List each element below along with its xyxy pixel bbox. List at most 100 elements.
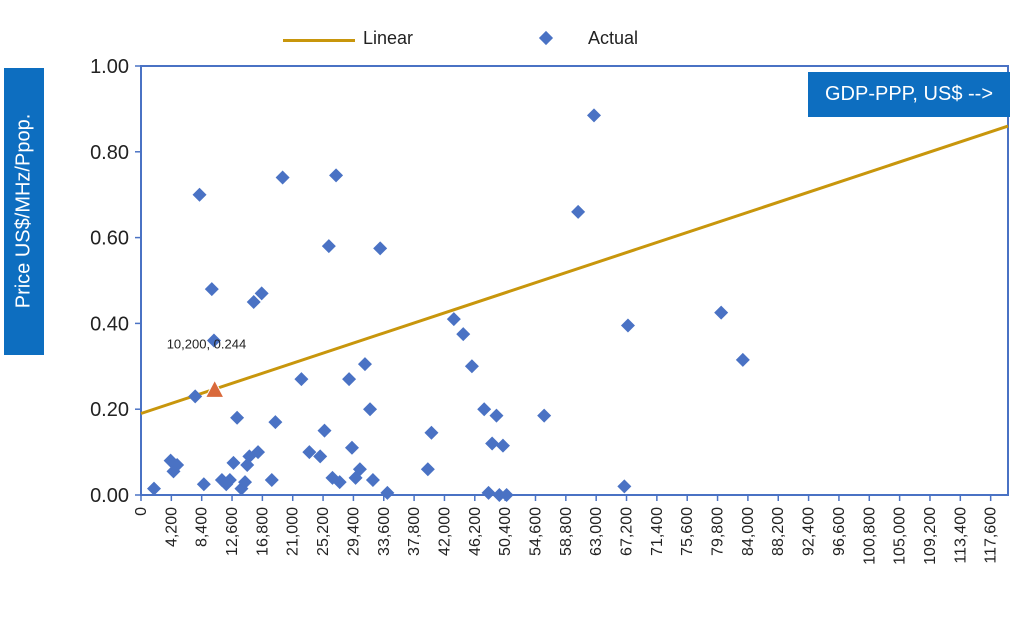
data-point	[254, 286, 269, 301]
data-point	[477, 402, 492, 417]
data-point	[446, 312, 461, 327]
data-point	[499, 488, 514, 502]
x-tick-label: 84,000	[740, 507, 757, 556]
data-point	[373, 241, 388, 256]
data-point	[226, 455, 241, 470]
x-tick-label: 92,400	[801, 507, 818, 556]
data-point	[357, 357, 372, 372]
data-point	[238, 475, 253, 490]
data-point	[246, 294, 261, 309]
data-point	[206, 333, 221, 348]
data-point	[485, 436, 500, 451]
data-point	[251, 445, 266, 460]
x-tick-label: 63,000	[588, 507, 605, 556]
data-point	[264, 472, 279, 487]
data-point	[222, 472, 237, 487]
y-tick-label: 0.20	[90, 399, 129, 421]
x-tick-label: 46,200	[467, 507, 484, 556]
data-point	[170, 457, 185, 472]
y-tick-label: 0.60	[90, 228, 129, 250]
legend-linear-swatch	[283, 39, 355, 42]
data-point	[147, 481, 162, 496]
x-tick-label: 100,800	[861, 507, 878, 565]
data-point	[313, 449, 328, 464]
data-point	[342, 372, 357, 387]
x-tick-label: 67,200	[619, 507, 636, 556]
data-point	[230, 410, 245, 425]
x-tick-label: 105,000	[892, 507, 909, 565]
highlight-point-marker	[204, 379, 225, 398]
x-tick-label: 117,600	[983, 507, 1000, 564]
x-tick-label: 0	[133, 507, 150, 516]
data-point	[329, 168, 344, 183]
data-point	[456, 327, 471, 342]
x-tick-label: 37,800	[406, 507, 423, 556]
x-tick-label: 58,800	[558, 507, 575, 556]
highlight-point-group: 10,200, 0.244	[167, 336, 247, 398]
x-tick-label: 8,400	[194, 507, 211, 547]
data-point	[481, 485, 496, 500]
x-tick-label: 25,200	[315, 507, 332, 556]
trend-line-path	[140, 124, 1009, 415]
data-point	[352, 462, 367, 477]
plot-border	[140, 65, 1009, 496]
x-tick-label: 79,800	[710, 507, 727, 556]
data-point	[275, 170, 290, 185]
data-point	[380, 485, 395, 500]
legend-linear-label: Linear	[363, 28, 414, 48]
data-point	[489, 408, 504, 423]
data-point	[321, 239, 336, 254]
x-tick-label: 75,600	[679, 507, 696, 556]
data-point	[188, 389, 203, 404]
x-tick-label: 96,600	[831, 507, 848, 556]
x-tick-label: 113,400	[952, 507, 969, 564]
x-tick-label: 109,200	[922, 507, 939, 565]
data-point	[332, 475, 347, 490]
x-tick-label: 16,800	[254, 507, 271, 556]
x-tick-label: 42,000	[436, 507, 453, 556]
data-point	[537, 408, 552, 423]
legend-actual-label: Actual	[588, 28, 639, 48]
x-tick-label: 29,400	[345, 507, 362, 556]
data-point	[571, 204, 586, 219]
x-tick-label: 88,200	[770, 507, 787, 556]
x-tick-label: 50,400	[497, 507, 514, 556]
data-point	[365, 472, 380, 487]
data-point	[196, 477, 211, 492]
x-tick-label: 12,600	[224, 507, 241, 556]
data-point	[464, 359, 479, 374]
y-axis-label-box	[4, 68, 44, 355]
linear-trend-line	[140, 124, 1009, 415]
y-tick-label: 0.40	[90, 313, 129, 335]
data-point	[192, 187, 207, 202]
data-point	[492, 488, 507, 502]
data-point	[617, 479, 632, 494]
data-point	[294, 372, 309, 387]
data-point	[714, 305, 729, 320]
data-point	[317, 423, 332, 438]
plot-area	[140, 65, 1009, 496]
actual-points	[147, 108, 750, 502]
data-point	[587, 108, 602, 123]
data-point	[363, 402, 378, 417]
x-tick-label: 33,600	[376, 507, 393, 556]
data-point	[204, 282, 219, 297]
data-point	[424, 425, 439, 440]
data-point	[420, 462, 435, 477]
x-tick-label: 4,200	[163, 507, 180, 547]
data-point	[735, 352, 750, 367]
data-point	[268, 415, 283, 430]
y-axis-ticks: 0.00 0.20 0.40 0.60 0.80 1.00	[90, 56, 141, 507]
x-tick-label: 71,400	[649, 507, 666, 556]
y-tick-label: 1.00	[90, 56, 129, 78]
y-tick-label: 0.80	[90, 142, 129, 164]
data-point	[302, 445, 317, 460]
data-point	[620, 318, 635, 333]
x-tick-label: 21,000	[285, 507, 302, 556]
data-point	[344, 440, 359, 455]
x-axis-label: GDP-PPP, US$ -->	[808, 72, 1010, 117]
highlight-point-label: 10,200, 0.244	[167, 336, 247, 351]
x-axis-ticks: 0 4,200 8,400 12,600 16,800 21,000 25,200 29,40…	[133, 495, 1000, 565]
